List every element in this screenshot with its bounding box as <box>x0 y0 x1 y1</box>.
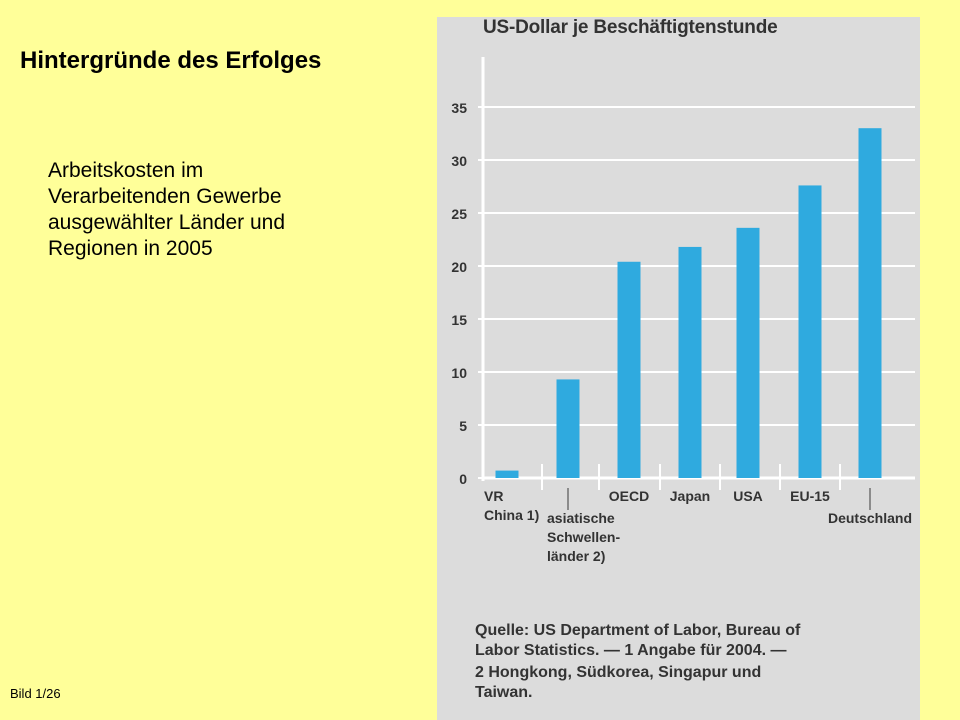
slide-number: Bild 1/26 <box>10 686 61 701</box>
bar <box>798 185 822 478</box>
category-label-line: Japan <box>670 488 710 504</box>
bar-chart: 0 5 10 15 20 25 30 35 VR China 1) asiatische Schwel… <box>451 57 915 564</box>
category-label-line: länder 2) <box>547 548 605 564</box>
y-tick-label: 20 <box>451 259 467 275</box>
description-line: Arbeitskosten im <box>48 159 204 182</box>
y-tick-label: 0 <box>459 471 467 487</box>
source-note-line: Labor Statistics. — 1 Angabe für 2004. — <box>475 642 787 659</box>
description-line: Verarbeitenden Gewerbe <box>48 185 282 208</box>
y-tick-label: 35 <box>451 100 467 116</box>
category-label-line: OECD <box>609 488 649 504</box>
source-note-line: Quelle: US Department of Labor, Bureau o… <box>475 622 801 639</box>
chart-panel: US-Dollar je Beschäftigtenstunde 0 5 10 15 2… <box>437 17 920 720</box>
description-line: Regionen in 2005 <box>48 237 213 260</box>
bar <box>495 470 519 478</box>
bar <box>736 227 760 478</box>
bar <box>617 261 641 478</box>
source-note-line: Taiwan. <box>475 684 533 701</box>
bar <box>556 379 580 478</box>
category-label: EU-15 <box>790 488 830 504</box>
category-label-line: USA <box>733 488 763 504</box>
category-label-line: China 1) <box>484 507 539 523</box>
bar <box>678 246 702 478</box>
chart-title: US-Dollar je Beschäftigtenstunde <box>483 17 778 38</box>
category-label: VR China 1) <box>484 488 539 523</box>
category-label: OECD <box>609 488 649 504</box>
slide-title: Hintergründe des Erfolges <box>20 47 322 74</box>
category-label-line: Deutschland <box>828 510 912 526</box>
chart-description: Arbeitskosten im Verarbeitenden Gewerbe … <box>48 158 378 262</box>
category-label-line: asiatische <box>547 510 615 526</box>
category-label-line: Schwellen- <box>547 529 620 545</box>
y-tick-label: 25 <box>451 206 467 222</box>
category-label: Japan <box>670 488 710 504</box>
bar <box>858 128 882 478</box>
category-label: USA <box>733 488 763 504</box>
y-tick-label: 15 <box>451 312 467 328</box>
y-tick-label: 5 <box>459 418 467 434</box>
category-label: asiatische Schwellen-länder 2) <box>547 510 620 564</box>
description-line: ausgewählter Länder und <box>48 211 286 234</box>
source-note-line: 2 Hongkong, Südkorea, Singapur und <box>475 664 762 681</box>
category-label: Deutschland <box>828 510 912 526</box>
category-label-line: VR <box>484 488 503 504</box>
category-label-line: EU-15 <box>790 488 830 504</box>
y-tick-label: 30 <box>451 153 467 169</box>
y-tick-label: 10 <box>451 365 467 381</box>
